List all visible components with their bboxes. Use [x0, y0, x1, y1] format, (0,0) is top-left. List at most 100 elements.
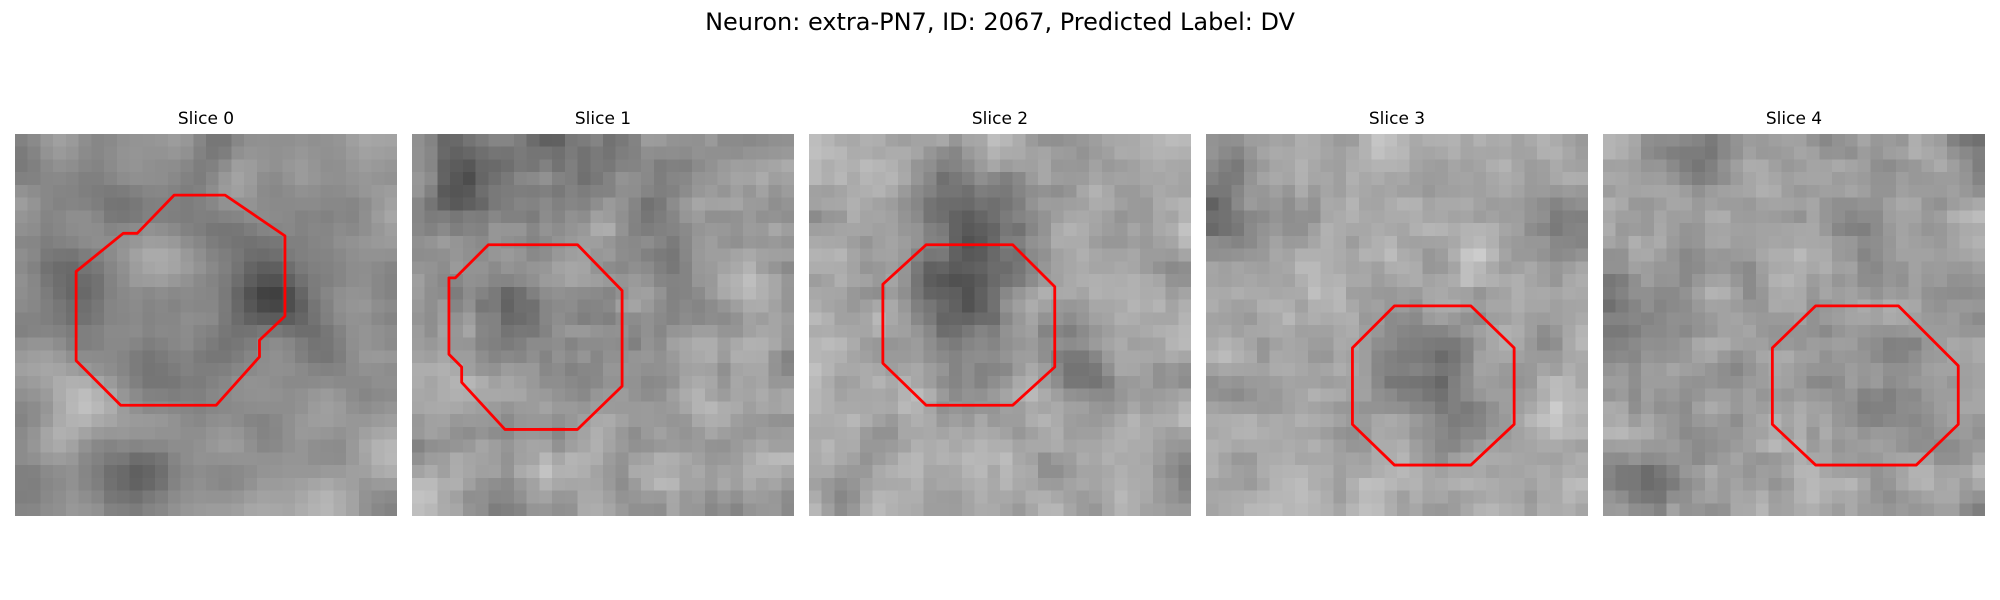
- pixel: [488, 477, 502, 491]
- pixel: [1486, 248, 1500, 262]
- pixel: [641, 426, 655, 440]
- pixel: [116, 439, 130, 453]
- pixel: [231, 159, 245, 173]
- pixel: [1794, 414, 1807, 428]
- pixel: [717, 375, 731, 389]
- pixel: [704, 235, 718, 249]
- pixel: [704, 426, 718, 440]
- pixel: [1806, 210, 1820, 224]
- pixel: [40, 299, 54, 313]
- pixel: [1883, 261, 1897, 275]
- pixel: [1921, 172, 1935, 186]
- pixel: [552, 452, 566, 466]
- pixel: [346, 274, 360, 288]
- pixel: [1934, 223, 1948, 237]
- pixel: [1603, 197, 1616, 211]
- pixel: [1152, 426, 1166, 440]
- pixel: [755, 223, 769, 237]
- pixel: [768, 235, 782, 249]
- pixel: [1603, 337, 1616, 351]
- pixel: [847, 388, 861, 402]
- pixel: [936, 363, 950, 377]
- pixel: [462, 363, 476, 377]
- pixel: [1575, 452, 1588, 466]
- pixel: [1575, 261, 1588, 275]
- pixel: [142, 134, 156, 147]
- pixel: [1819, 490, 1833, 504]
- pixel: [1575, 159, 1588, 173]
- pixel: [666, 337, 680, 351]
- pixel: [885, 477, 899, 491]
- pixel: [1114, 350, 1128, 364]
- pixel: [526, 452, 540, 466]
- pixel: [142, 465, 156, 479]
- pixel: [462, 414, 476, 428]
- pixel: [1946, 286, 1960, 300]
- pixel: [1730, 197, 1744, 211]
- pixel: [834, 490, 848, 504]
- pixel: [552, 184, 566, 198]
- pixel: [155, 261, 169, 275]
- pixel: [1549, 388, 1563, 402]
- pixel: [1524, 375, 1538, 389]
- pixel: [1127, 414, 1141, 428]
- pixel: [1679, 248, 1693, 262]
- pixel: [104, 490, 118, 504]
- pixel: [1165, 197, 1179, 211]
- pixel: [1666, 490, 1680, 504]
- pixel: [53, 274, 67, 288]
- pixel-grid-4: [1603, 134, 1985, 516]
- pixel: [987, 261, 1001, 275]
- pixel: [949, 197, 963, 211]
- pixel: [603, 134, 616, 147]
- pixel: [91, 503, 105, 516]
- pixel: [847, 503, 861, 516]
- pixel: [1000, 503, 1013, 516]
- pixel: [1012, 426, 1026, 440]
- pixel: [1231, 325, 1245, 338]
- pixel: [1140, 197, 1154, 211]
- pixel: [1460, 388, 1474, 402]
- pixel: [1819, 261, 1833, 275]
- pixel: [1781, 350, 1795, 364]
- pixel: [781, 248, 794, 262]
- pixel: [564, 159, 578, 173]
- pixel: [27, 261, 41, 275]
- pixel: [1346, 325, 1360, 338]
- pixel: [1114, 414, 1128, 428]
- pixel: [1231, 210, 1245, 224]
- pixel: [1269, 503, 1283, 516]
- pixel: [384, 274, 397, 288]
- pixel: [1282, 325, 1296, 338]
- pixel: [78, 134, 92, 147]
- pixel: [501, 439, 515, 453]
- pixel: [1934, 452, 1948, 466]
- pixel: [1269, 261, 1283, 275]
- pixel: [1038, 388, 1052, 402]
- pixel: [1101, 223, 1115, 237]
- pixel: [1717, 184, 1731, 198]
- pixel: [1641, 350, 1655, 364]
- pixel: [437, 146, 451, 160]
- pixel: [1692, 172, 1706, 186]
- pixel: [1704, 274, 1718, 288]
- pixel: [1012, 325, 1026, 338]
- pixel: [974, 223, 988, 237]
- pixel: [1244, 503, 1258, 516]
- pixel: [437, 274, 451, 288]
- pixel: [1679, 210, 1693, 224]
- pixel: [475, 325, 489, 338]
- pixel: [1063, 490, 1077, 504]
- pixel: [358, 375, 372, 389]
- pixel: [1384, 223, 1398, 237]
- pixel: [1549, 286, 1563, 300]
- pixel: [501, 337, 515, 351]
- pixel: [78, 503, 92, 516]
- pixel: [1114, 248, 1128, 262]
- pixel: [1333, 184, 1347, 198]
- pixel: [1101, 159, 1115, 173]
- pixel: [1178, 337, 1191, 351]
- pixel: [1422, 172, 1436, 186]
- pixel: [577, 146, 591, 160]
- pixel: [462, 337, 476, 351]
